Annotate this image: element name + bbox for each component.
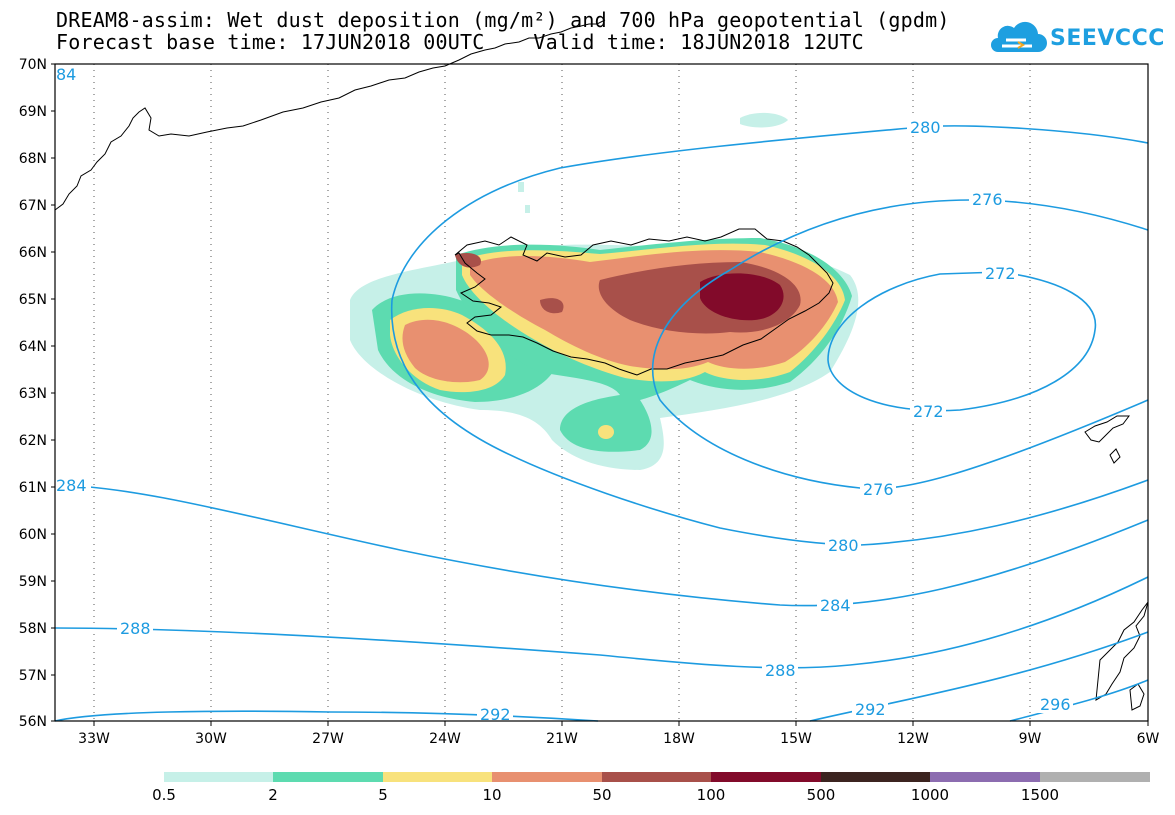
lat-label: 70N: [19, 57, 47, 73]
contour-272: [827, 271, 1097, 412]
longitude-labels: 33W 30W 27W 24W 21W 18W 15W 12W 9W 6W: [78, 731, 1159, 747]
contour-label: 276: [863, 480, 894, 499]
logo-text: SEEVCCC: [1050, 26, 1165, 51]
colorbar-swatch: [711, 772, 821, 782]
latitude-labels: 70N 69N 68N 67N 66N 65N 64N 63N 62N 61N …: [19, 57, 47, 730]
colorbar-label: 1000: [911, 786, 949, 804]
lon-label: 27W: [312, 731, 344, 747]
colorbar-label: 5: [378, 786, 388, 804]
colorbar-swatch: [164, 772, 273, 782]
contour-292-right: [809, 631, 1149, 722]
map-title-line2: Forecast base time: 17JUN2018 00UTC Vali…: [56, 30, 864, 54]
contour-label: 284: [820, 596, 851, 615]
lon-label: 24W: [429, 731, 461, 747]
colorbar-swatch: [821, 772, 930, 782]
contour-label: 276: [972, 190, 1003, 209]
faroe-islands: [1084, 415, 1130, 464]
lat-label: 66N: [19, 245, 47, 261]
map-title-line1: DREAM8-assim: Wet dust deposition (mg/m²…: [56, 8, 950, 32]
contour-label: 288: [765, 661, 796, 680]
colorbar-label: 10: [482, 786, 501, 804]
lat-label: 59N: [19, 574, 47, 590]
lat-label: 62N: [19, 433, 47, 449]
lat-label: 57N: [19, 668, 47, 684]
contour-label: 272: [985, 264, 1016, 283]
contour-296: [1009, 679, 1149, 722]
contour-label: 296: [1040, 695, 1071, 714]
lon-label: 33W: [78, 731, 110, 747]
colorbar-label: 100: [697, 786, 726, 804]
dust-level-100: [700, 273, 784, 321]
contour-label: 288: [120, 619, 151, 638]
lon-label: 30W: [195, 731, 227, 747]
lon-label: 9W: [1019, 731, 1042, 747]
contour-label: 280: [828, 536, 859, 555]
contour-label: 272: [913, 402, 944, 421]
lat-label: 61N: [19, 480, 47, 496]
contour-label: 84: [56, 65, 76, 84]
lon-label: 21W: [546, 731, 578, 747]
colorbar-labels: 0.5 2 5 10 50 100 500 1000 1500: [152, 786, 1059, 804]
lat-label: 67N: [19, 198, 47, 214]
lon-label: 6W: [1137, 731, 1160, 747]
contour-label: 280: [910, 118, 941, 137]
colorbar-swatch: [383, 772, 492, 782]
contour-labels: 280 276 272 272 276 280 284 284 288 288 …: [55, 65, 1073, 724]
colorbar-swatch: [930, 772, 1040, 782]
cloud-icon: [991, 21, 1047, 52]
colorbar-swatch: [273, 772, 383, 782]
colorbar-label: 50: [592, 786, 611, 804]
lon-label: 15W: [780, 731, 812, 747]
coastlines: [54, 19, 1149, 711]
colorbar-label: 2: [268, 786, 278, 804]
contour-label: 292: [855, 700, 886, 719]
contour-284: [54, 484, 1149, 607]
colorbar-label: 0.5: [152, 786, 176, 804]
dust-deposition-field: [350, 112, 859, 470]
colorbar-label: 1500: [1021, 786, 1059, 804]
iceland-coast: [454, 228, 834, 376]
lat-label: 65N: [19, 292, 47, 308]
colorbar: [164, 772, 1150, 782]
colorbar-swatch: [602, 772, 711, 782]
lat-label: 69N: [19, 104, 47, 120]
colorbar-swatch: [1040, 772, 1150, 782]
lat-label: 58N: [19, 621, 47, 637]
contour-292: [54, 710, 599, 722]
lat-label: 60N: [19, 527, 47, 543]
colorbar-label: 500: [807, 786, 836, 804]
seevccc-logo: SEEVCCC: [988, 18, 1164, 58]
lon-label: 12W: [897, 731, 929, 747]
axis-ticks: [51, 63, 1149, 726]
contour-288: [54, 576, 1149, 669]
lat-label: 56N: [19, 714, 47, 730]
colorbar-swatch: [492, 772, 602, 782]
contour-label: 284: [56, 476, 87, 495]
lat-label: 64N: [19, 339, 47, 355]
lat-label: 68N: [19, 151, 47, 167]
contour-label: 292: [480, 705, 511, 724]
greenland-coast: [54, 19, 606, 211]
lat-label: 63N: [19, 386, 47, 402]
lon-label: 18W: [663, 731, 695, 747]
